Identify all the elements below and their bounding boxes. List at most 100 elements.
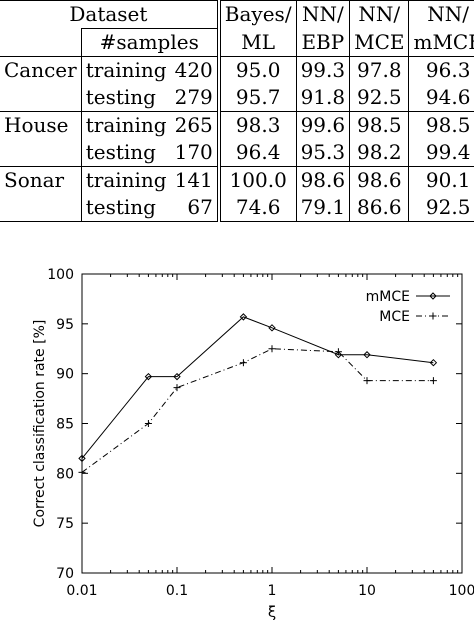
value-cell: 86.6: [349, 194, 409, 222]
value-cell: 90.1: [408, 166, 474, 194]
sample-count: 141: [174, 168, 213, 192]
table-row: Cancer training 420 95.0 99.3 97.8 96.3: [0, 56, 474, 84]
data-point: [429, 377, 437, 385]
y-tick-label: 100: [47, 267, 74, 283]
sample-count: 67: [170, 194, 219, 222]
value-cell: 74.6: [216, 194, 297, 222]
split-label: testing: [80, 139, 171, 167]
header-samples: #samples: [80, 28, 219, 57]
sample-count: 420: [174, 58, 213, 82]
y-tick-label: 75: [56, 516, 74, 532]
x-tick-label: 0.01: [66, 583, 97, 599]
sample-count: 265: [174, 113, 213, 137]
y-tick-label: 90: [56, 367, 74, 383]
x-tick-label: 1: [268, 583, 277, 599]
value-cell: 91.8: [295, 84, 350, 112]
value-cell: 95.0: [216, 56, 297, 84]
table-row: Sonar training 141 100.0 98.6 98.6 90.1: [0, 166, 474, 194]
data-point: [363, 377, 371, 385]
data-point: [144, 420, 152, 427]
header-empty-cell: [0, 28, 82, 57]
data-point: [268, 345, 276, 353]
series-layer: [78, 313, 438, 476]
header-dataset: Dataset: [0, 0, 219, 29]
data-point: [363, 351, 371, 359]
header-col2-line2: EBP: [295, 28, 350, 57]
data-point: [239, 359, 247, 367]
value-cell: 97.8: [349, 56, 409, 84]
data-point: [78, 454, 86, 463]
x-axis-label: ξ: [268, 603, 276, 620]
split-label: testing: [80, 194, 171, 222]
value-cell: 95.7: [216, 84, 297, 112]
data-point: [268, 324, 276, 332]
dataset-name: House: [4, 113, 69, 137]
value-cell: 95.3: [295, 139, 350, 167]
header-col3-line1: NN/: [349, 0, 409, 29]
header-col1-line1: Bayes/: [216, 0, 297, 29]
value-cell: 100.0: [216, 166, 297, 194]
header-col2-line1: NN/: [295, 0, 350, 29]
data-point: [78, 468, 86, 476]
table-header-row: Dataset Bayes/ NN/ NN/ NN/: [0, 0, 474, 29]
line-chart: 70 75 80 85 90 95 100 0.01 0.1 1 10 100 ξ Correct cla…: [32, 267, 474, 621]
table-row: testing 170 96.4 95.3 98.2 99.4: [0, 139, 474, 167]
y-tick-label: 80: [56, 466, 74, 482]
value-cell: 98.5: [349, 111, 409, 139]
header-col1-line2: ML: [216, 28, 297, 57]
data-point: [429, 292, 437, 300]
data-point: [429, 358, 438, 367]
dataset-name: [0, 139, 82, 167]
value-cell: 99.4: [408, 139, 474, 167]
data-point: [173, 384, 181, 392]
x-tick-label: 10: [358, 583, 376, 599]
legend-label: MCE: [379, 309, 410, 325]
y-tick-label: 70: [56, 566, 74, 582]
sample-count: 170: [170, 139, 219, 167]
data-point: [144, 372, 153, 381]
value-cell: 98.6: [349, 166, 409, 194]
legend-label: mMCE: [366, 289, 410, 305]
value-cell: 92.5: [408, 194, 474, 222]
axes-layer: 70 75 80 85 90 95 100 0.01 0.1 1 10 100 ξ Correct cla…: [32, 267, 474, 621]
value-cell: 79.1: [295, 194, 350, 222]
table-row: testing 67 74.6 79.1 86.6 92.5: [0, 194, 474, 222]
header-col3-line2: MCE: [349, 28, 409, 57]
value-cell: 98.5: [408, 111, 474, 139]
x-tick-label: 0.1: [166, 583, 188, 599]
value-cell: 98.3: [216, 111, 297, 139]
series-line-mmce: [81, 316, 434, 459]
header-col4-line1: NN/: [408, 0, 474, 29]
table-header-row-2: #samples ML EBP MCE mMCE: [0, 28, 474, 57]
y-tick-label: 85: [56, 417, 74, 433]
value-cell: 98.6: [295, 166, 350, 194]
dataset-name: [0, 194, 82, 222]
value-cell: 96.4: [216, 139, 297, 167]
split-label: testing: [80, 84, 171, 112]
results-table: Dataset Bayes/ NN/ NN/ NN/ #samples ML E…: [0, 0, 474, 222]
chart-container: 70 75 80 85 90 95 100 0.01 0.1 1 10 100 ξ Correct cla…: [0, 262, 474, 621]
y-tick-label: 95: [56, 317, 74, 333]
value-cell: 92.5: [349, 84, 409, 112]
sample-count: 279: [170, 84, 219, 112]
split-label: training: [80, 166, 171, 194]
data-point: [429, 312, 437, 320]
value-cell: 98.2: [349, 139, 409, 167]
table-row: House training 265 98.3 99.6 98.5 98.5: [0, 111, 474, 139]
dataset-name: Sonar: [4, 168, 65, 192]
legend: mMCE MCE: [366, 289, 450, 325]
value-cell: 96.3: [408, 56, 474, 84]
value-cell: 99.6: [295, 111, 350, 139]
split-label: training: [80, 56, 171, 84]
results-table-container: Dataset Bayes/ NN/ NN/ NN/ #samples ML E…: [0, 0, 474, 232]
dataset-name: Cancer: [4, 58, 77, 82]
value-cell: 99.3: [295, 56, 350, 84]
dataset-name: [0, 84, 82, 112]
value-cell: 94.6: [408, 84, 474, 112]
data-point: [173, 372, 181, 381]
data-point: [334, 348, 342, 356]
split-label: training: [80, 111, 171, 139]
data-point: [239, 313, 248, 321]
series-line-mce: [81, 348, 434, 473]
y-axis-label: Correct classification rate [%]: [32, 320, 48, 528]
